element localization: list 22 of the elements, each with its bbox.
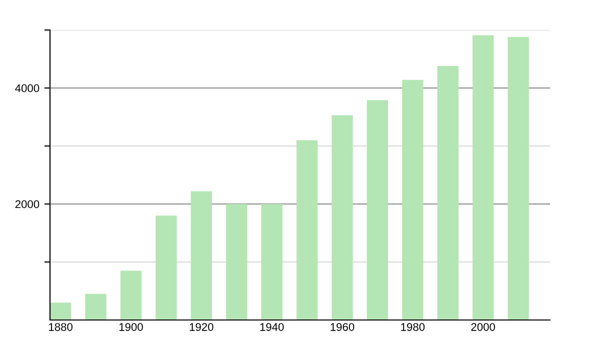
x-tick-label: 1960: [330, 323, 354, 331]
x-tick-label: 2000: [471, 323, 496, 331]
x-tick-label: 1900: [119, 323, 143, 331]
bar: [50, 302, 72, 320]
x-tick-label: 1940: [260, 323, 284, 331]
x-tick-label: 1980: [401, 323, 425, 331]
bar: [366, 100, 388, 320]
bar: [472, 35, 494, 320]
bar: [85, 294, 106, 320]
bar: [296, 140, 318, 320]
bar: [261, 204, 282, 320]
bar: [332, 115, 353, 320]
y-tick-label: 4000: [15, 84, 40, 92]
bar: [437, 66, 458, 320]
bar: [190, 191, 212, 320]
bar: [508, 36, 529, 320]
bar: [120, 270, 142, 320]
bar: [156, 216, 177, 320]
bar: [226, 204, 248, 320]
x-tick-label: 1920: [190, 323, 214, 331]
x-tick-label: 1880: [49, 323, 72, 331]
bar: [402, 80, 424, 320]
